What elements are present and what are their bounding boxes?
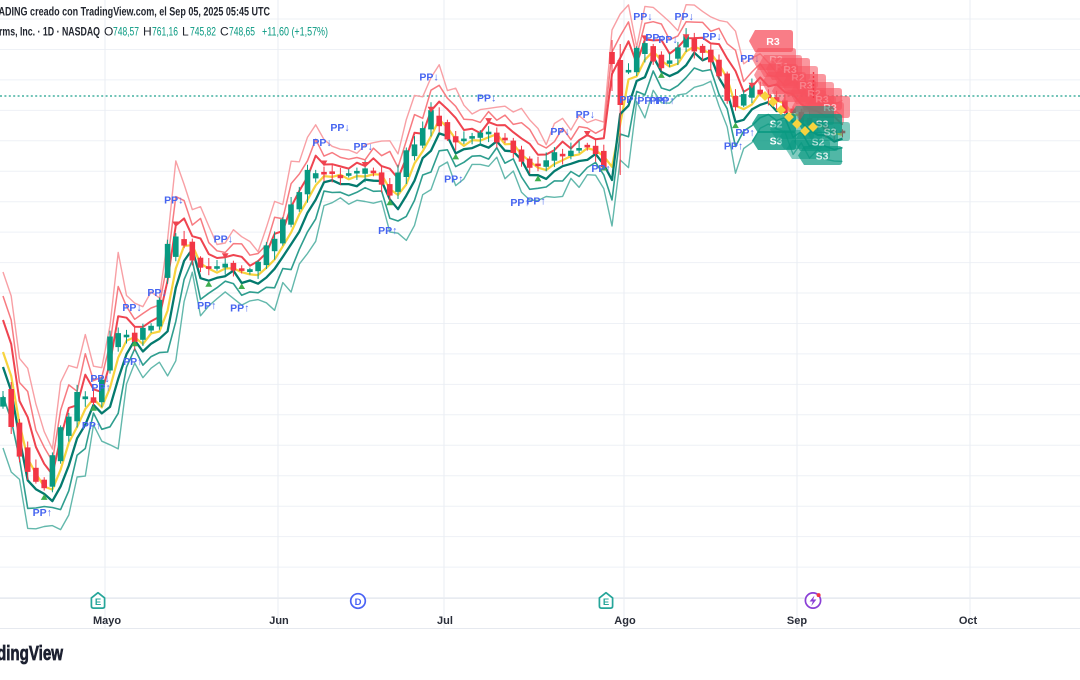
svg-text:Oct: Oct (959, 615, 978, 627)
svg-text:PP↓: PP↓ (477, 93, 496, 105)
svg-text:PP↓: PP↓ (658, 34, 677, 46)
svg-text:PP↓: PP↓ (90, 373, 109, 385)
svg-text:PP↑: PP↑ (619, 94, 638, 106)
svg-text:PP↓: PP↓ (353, 141, 372, 153)
svg-text:PP↓: PP↓ (645, 32, 664, 44)
svg-text:PP↑: PP↑ (444, 174, 463, 186)
svg-text:PP↑: PP↑ (655, 95, 674, 107)
svg-text:PP↑: PP↑ (724, 141, 743, 153)
svg-text:PP↓: PP↓ (702, 31, 721, 43)
svg-text:S3: S3 (816, 150, 829, 162)
svg-text:745,82: 745,82 (190, 25, 216, 39)
svg-text:PP↑: PP↑ (230, 302, 249, 314)
svg-text:PP↑: PP↑ (650, 95, 669, 107)
svg-text:PP↑: PP↑ (123, 356, 142, 368)
svg-text:PP↓: PP↓ (214, 234, 233, 246)
svg-text:PP↓: PP↓ (633, 11, 652, 23)
svg-text:E: E (603, 597, 609, 608)
svg-text:PP↑: PP↑ (33, 507, 52, 519)
svg-text:PP↓: PP↓ (674, 11, 693, 23)
svg-text:748,57: 748,57 (113, 25, 139, 39)
svg-text:dingView: dingView (0, 643, 63, 665)
svg-text:D: D (355, 597, 362, 608)
svg-text:R3: R3 (766, 36, 780, 48)
svg-text:Mayo: Mayo (93, 615, 121, 627)
svg-text:PP↑: PP↑ (591, 163, 610, 175)
svg-text:C: C (220, 25, 229, 39)
svg-text:PP↑: PP↑ (526, 195, 545, 207)
svg-text:L: L (182, 25, 189, 39)
svg-text:S3: S3 (824, 126, 837, 138)
svg-text:PP↑: PP↑ (637, 95, 656, 107)
svg-text:PP↓: PP↓ (164, 194, 183, 206)
svg-text:PP↑: PP↑ (735, 127, 754, 139)
svg-text:rms, Inc. · 1D · NASDAQ: rms, Inc. · 1D · NASDAQ (0, 25, 100, 39)
svg-text:E: E (95, 597, 101, 608)
svg-text:PP↓: PP↓ (576, 109, 595, 121)
svg-text:RADING creado con TradingView.: RADING creado con TradingView.com, el Se… (0, 5, 270, 19)
svg-text:O: O (104, 25, 113, 39)
svg-text:PP↓: PP↓ (147, 287, 166, 299)
svg-text:PP↓: PP↓ (330, 122, 349, 134)
svg-text:Jul: Jul (437, 615, 453, 627)
svg-text:Jun: Jun (269, 615, 289, 627)
svg-text:+11,60 (+1,57%): +11,60 (+1,57%) (262, 25, 328, 39)
svg-text:748,65: 748,65 (229, 25, 255, 39)
svg-text:PP↑: PP↑ (378, 225, 397, 237)
svg-text:PP↓: PP↓ (419, 71, 438, 83)
svg-text:761,16: 761,16 (152, 25, 178, 39)
svg-text:PP↑: PP↑ (91, 382, 110, 394)
svg-text:PP↓: PP↓ (122, 302, 141, 314)
svg-text:Sep: Sep (787, 615, 807, 627)
svg-text:PP↓: PP↓ (312, 137, 331, 149)
svg-text:PP↓: PP↓ (550, 126, 569, 138)
svg-text:PP↑: PP↑ (510, 197, 529, 209)
svg-text:PP↑: PP↑ (82, 420, 101, 432)
svg-text:PP↑: PP↑ (197, 300, 216, 312)
svg-text:H: H (143, 25, 152, 39)
svg-text:Ago: Ago (614, 615, 636, 627)
